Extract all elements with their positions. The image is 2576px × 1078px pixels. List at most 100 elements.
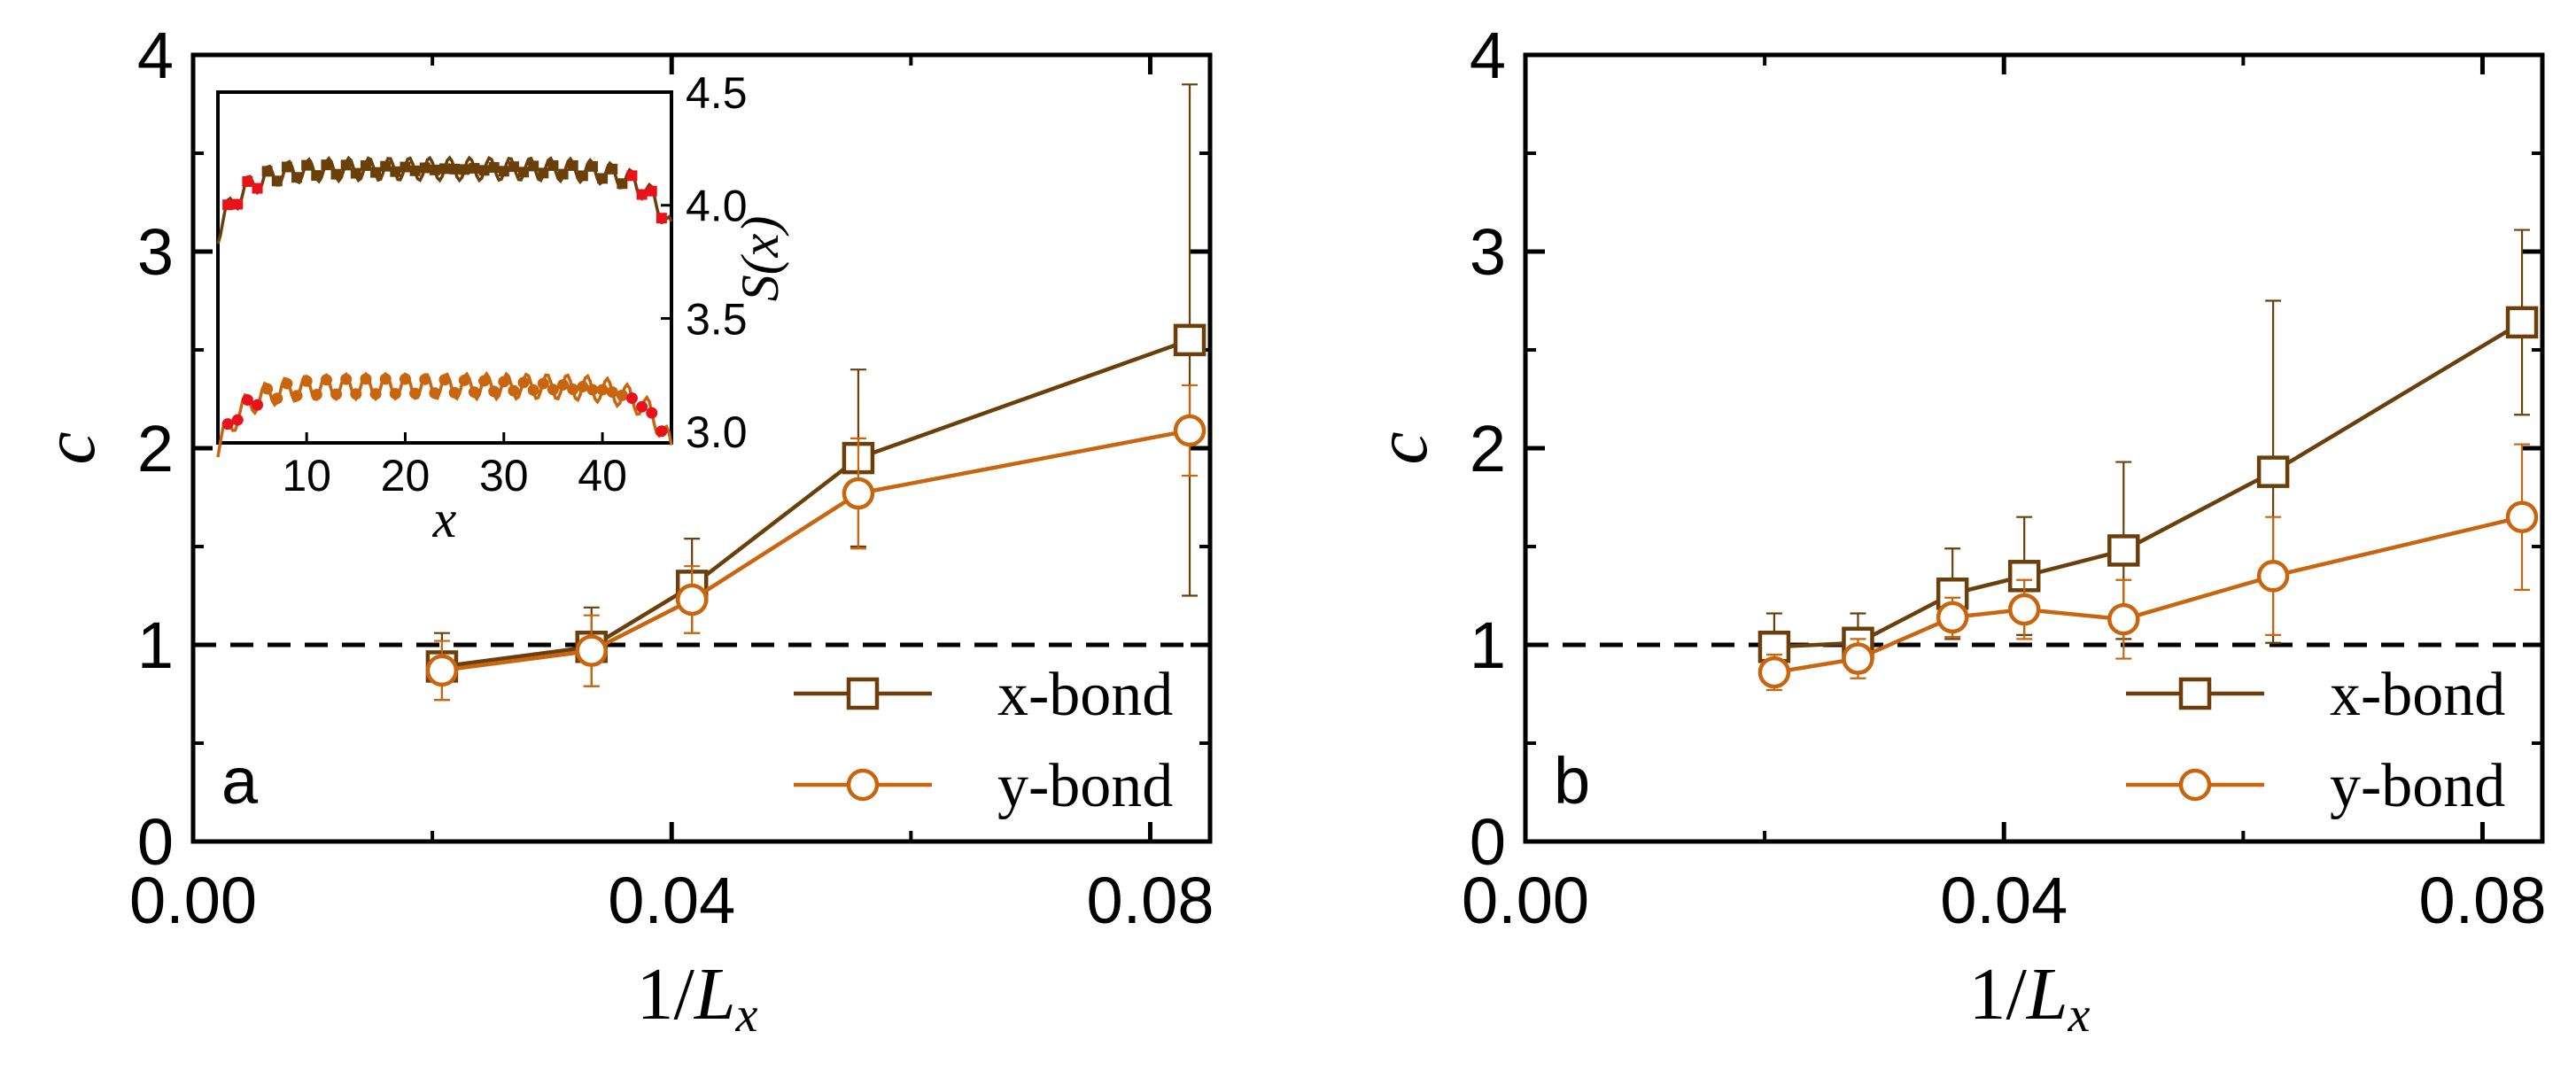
legend-label: y-bond	[2330, 752, 2505, 820]
series-line	[441, 428, 1191, 673]
series-line	[1773, 320, 2524, 649]
inset-x-axis-label: x	[432, 490, 457, 548]
inset-point	[557, 168, 569, 180]
x-tick-label: 0.04	[608, 864, 735, 937]
inset-point	[626, 170, 638, 182]
inset-point	[528, 160, 539, 172]
inset-point	[498, 376, 510, 388]
data-point	[2256, 560, 2290, 593]
inset-point	[488, 385, 500, 398]
inset-point	[488, 162, 500, 174]
legend-marker	[846, 677, 880, 710]
data-point	[2107, 534, 2140, 567]
panel-label: a	[221, 744, 259, 818]
inset-point	[518, 167, 530, 178]
data-point	[1842, 642, 1874, 675]
y-tick-label: 4	[1470, 19, 1506, 92]
x-tick-label: 0.00	[1462, 864, 1589, 937]
inset-point	[567, 159, 578, 171]
data-point	[1757, 655, 1791, 689]
inset-point	[429, 164, 440, 175]
y-tick-label: 2	[137, 412, 174, 485]
inset-point	[468, 386, 480, 399]
inset-point	[389, 387, 401, 399]
x-axis-label: 1/Lx	[637, 953, 758, 1043]
inset-point	[458, 374, 470, 386]
y-tick-label: 3	[1470, 215, 1506, 289]
legend-entry-x-bond: x-bond	[2126, 661, 2505, 729]
inset-point	[291, 390, 303, 402]
inset-point	[478, 165, 490, 176]
inset-point	[517, 376, 530, 389]
panel-b: 0 1 2 3 4 0.00 0.04 0.08 c 1/Lx b x-bond y-bond	[1361, 19, 2546, 1043]
inset-point	[320, 374, 332, 386]
inset-point	[311, 170, 322, 182]
y-axis-label: c	[28, 431, 111, 464]
inset-point	[597, 173, 609, 184]
inset-point	[360, 373, 372, 385]
inset-point	[557, 378, 570, 391]
inset-point	[617, 178, 628, 190]
inset-y-tick-label: 3.0	[686, 407, 748, 457]
legend-label: x-bond	[2330, 661, 2505, 729]
inset-series-0	[216, 155, 673, 244]
data-point	[2256, 455, 2290, 488]
data-point	[675, 583, 709, 617]
inset-point	[252, 182, 263, 194]
inset-point	[271, 175, 283, 187]
inset-point	[616, 389, 628, 401]
inset-point	[459, 164, 470, 175]
panel-a: 0 1 2 3 4 0.00 0.04 0.08 c 1/Lx a x-bond y-bond 10 20 3…	[28, 19, 1214, 1043]
inset-x-tick-label: 30	[479, 451, 529, 500]
inset-point	[586, 160, 598, 172]
inset-point	[271, 392, 283, 405]
series-y-bond	[425, 384, 1207, 702]
inset-point	[232, 198, 244, 210]
inset-point	[222, 199, 234, 211]
inset-x-tick-label: 20	[381, 451, 431, 500]
inset-point	[350, 388, 362, 400]
data-point	[1173, 323, 1207, 357]
inset-point	[646, 407, 658, 419]
inset-point	[527, 384, 539, 396]
data-point	[1936, 601, 1969, 634]
inset-point	[369, 388, 382, 400]
inset-point	[547, 384, 559, 396]
inset-point	[340, 159, 352, 171]
inset-point	[281, 377, 293, 390]
y-tick-label: 1	[1470, 609, 1506, 682]
legend-label: x-bond	[997, 661, 1173, 729]
inset-point	[221, 418, 234, 430]
inset-point	[596, 384, 609, 396]
legend-marker	[2178, 677, 2212, 710]
inset-y-tick-label: 4.5	[686, 68, 748, 118]
inset-point	[350, 167, 361, 179]
y-tick-label: 0	[1470, 805, 1506, 879]
series-y-bond	[1757, 443, 2539, 692]
inset-y-tick-label: 4.0	[686, 182, 748, 231]
inset-point	[606, 386, 618, 399]
inset-point	[607, 163, 618, 174]
x-tick-label: 0.08	[1086, 864, 1214, 937]
inset-point	[498, 166, 509, 177]
inset-point	[438, 374, 451, 386]
legend-entry-x-bond: x-bond	[794, 661, 1173, 729]
inset-point	[281, 161, 292, 173]
inset-point	[577, 381, 589, 393]
inset-point	[419, 373, 431, 385]
y-tick-label: 4	[137, 19, 174, 92]
x-tick-label: 0.08	[2418, 864, 2546, 937]
y-tick-label: 1	[137, 609, 174, 682]
inset-point	[330, 168, 342, 180]
y-tick-label: 2	[1470, 412, 1506, 485]
legend-marker	[2178, 768, 2212, 802]
inset-point	[340, 373, 353, 385]
inset-point	[399, 373, 411, 385]
data-point	[842, 477, 875, 510]
data-point	[2505, 306, 2539, 339]
legend-label: y-bond	[997, 752, 1173, 820]
inset-point	[252, 399, 264, 411]
inset-point	[409, 387, 422, 399]
inset-point	[656, 425, 668, 438]
